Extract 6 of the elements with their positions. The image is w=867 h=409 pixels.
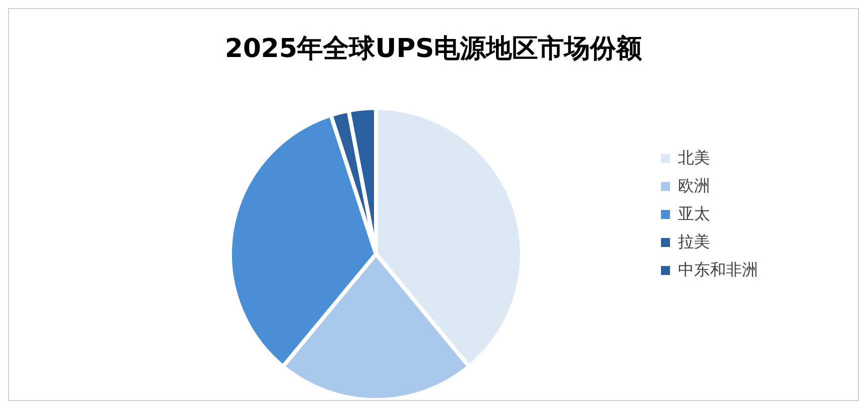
legend-label: 亚太 (678, 204, 710, 223)
legend-label: 拉美 (678, 232, 710, 251)
chart-title: 2025年全球UPS电源地区市场份额 (224, 33, 644, 66)
legend-label: 欧洲 (678, 176, 710, 195)
legend-label: 中东和非洲 (678, 260, 758, 279)
legend-label: 北美 (678, 148, 710, 167)
